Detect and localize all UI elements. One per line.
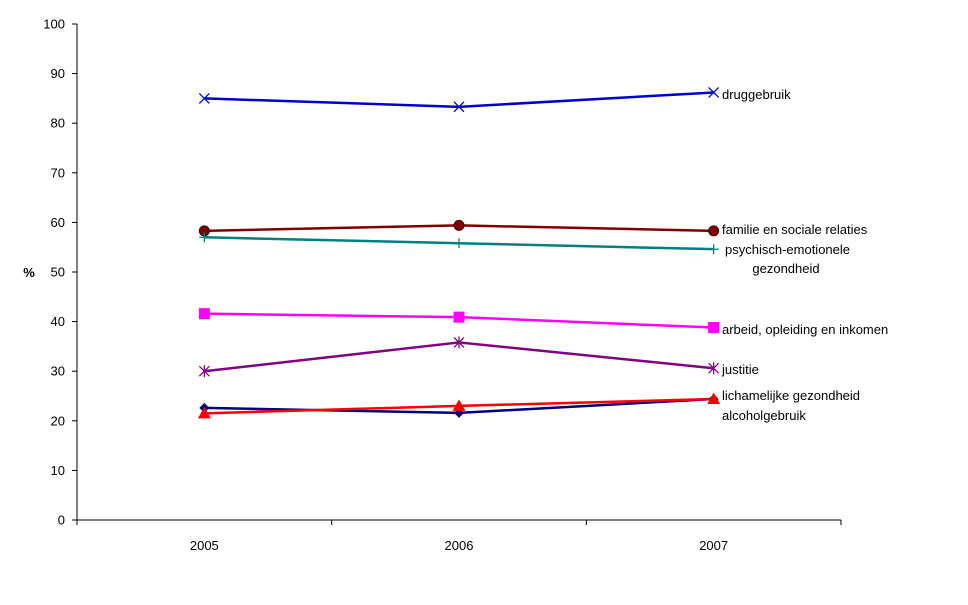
data-point [707, 392, 721, 404]
y-tick-label: 70 [51, 165, 65, 180]
data-point [708, 225, 720, 237]
series-label: gezondheid [752, 261, 819, 276]
series-label: arbeid, opleiding en inkomen [722, 322, 888, 337]
series-markers [197, 86, 721, 419]
data-point [198, 92, 210, 104]
y-tick-label: 30 [51, 364, 65, 379]
series-label: druggebruik [722, 87, 791, 102]
y-tick-label: 0 [58, 513, 65, 528]
x-tick-label: 2006 [445, 538, 474, 553]
data-point [453, 336, 465, 349]
series-line [204, 91, 714, 109]
data-point [199, 232, 210, 243]
data-point [708, 86, 720, 98]
y-tick-label: 60 [51, 215, 65, 230]
data-point [453, 101, 465, 113]
y-tick-label: 50 [51, 265, 65, 280]
y-tick-label: 40 [51, 314, 65, 329]
series-labels: druggebruik familie en sociale relaties ps… [721, 87, 888, 423]
x-tick-label: 2005 [190, 538, 219, 553]
y-tick-label: 90 [51, 66, 65, 81]
y-tick-label: 80 [51, 116, 65, 131]
x-tick-labels: 2005 2006 2007 [190, 538, 728, 553]
data-point [453, 311, 465, 323]
data-point [708, 244, 719, 255]
series-label: lichamelijke gezondheid [722, 388, 860, 403]
data-point [708, 322, 720, 334]
series-label: justitie [721, 362, 759, 377]
y-axis-label: % [23, 265, 35, 280]
data-point [453, 219, 465, 231]
data-point [454, 238, 464, 249]
x-tick-label: 2007 [699, 538, 728, 553]
axes [72, 23, 842, 525]
y-tick-label: 100 [43, 17, 65, 32]
series-lines [204, 91, 714, 415]
series-label: alcoholgebruik [722, 408, 806, 423]
y-tick-label: 20 [51, 413, 65, 428]
y-tick-label: 10 [51, 463, 65, 478]
data-point [197, 406, 211, 419]
series-label: psychisch-emotionele [725, 242, 850, 257]
y-tick-labels: 0 10 20 30 40 50 60 70 80 90 100 [43, 17, 65, 528]
data-point [198, 365, 210, 378]
data-point [452, 399, 466, 411]
data-point [198, 308, 210, 320]
data-point [708, 362, 720, 375]
series-label: familie en sociale relaties [722, 222, 868, 237]
